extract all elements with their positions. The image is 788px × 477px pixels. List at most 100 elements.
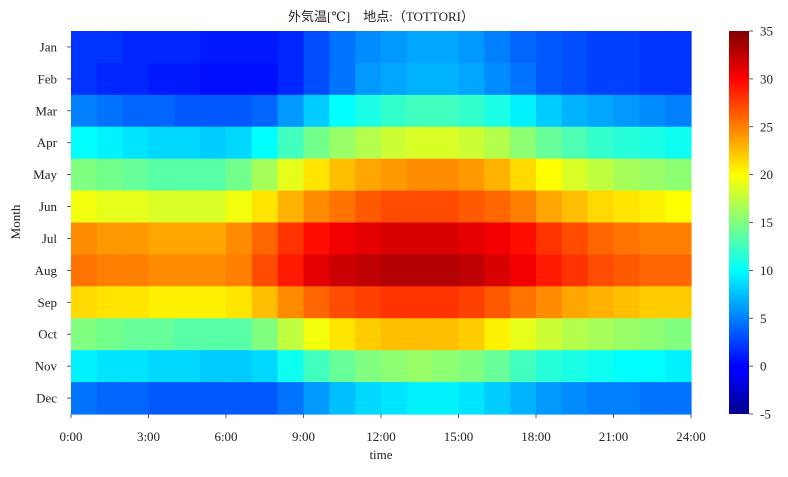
- heatmap-cell: [148, 318, 175, 351]
- heatmap-cell: [200, 350, 227, 383]
- heatmap-cell: [226, 286, 253, 319]
- heatmap-cell: [458, 318, 485, 351]
- heatmap-cell: [329, 62, 356, 96]
- heatmap-cell: [329, 382, 356, 415]
- heatmap-cell: [148, 350, 175, 383]
- heatmap-cell: [432, 382, 460, 415]
- heatmap-cell: [510, 31, 537, 64]
- heatmap-cell: [251, 350, 279, 383]
- heatmap-cell: [277, 94, 305, 128]
- heatmap-cell: [174, 318, 201, 351]
- heatmap-cell: [561, 382, 589, 415]
- heatmap-cell: [381, 31, 408, 64]
- heatmap-cell: [665, 318, 692, 351]
- heatmap-cell: [587, 222, 615, 256]
- heatmap-cell: [510, 94, 537, 128]
- heatmap-cell: [96, 318, 124, 351]
- heatmap-cell: [174, 254, 201, 287]
- heatmap-cell: [639, 286, 666, 319]
- heatmap-cell: [484, 350, 511, 383]
- heatmap-cell: [381, 318, 408, 351]
- y-tick-label: Jan: [40, 39, 58, 54]
- heatmap-cell: [587, 286, 615, 319]
- heatmap-cell: [148, 286, 175, 319]
- heatmap-cell: [484, 190, 511, 224]
- heatmap-cell: [303, 126, 330, 160]
- heatmap-cell: [355, 350, 382, 383]
- heatmap-cell: [226, 62, 253, 96]
- heatmap-cell: [122, 94, 150, 128]
- heatmap-cell: [484, 254, 511, 287]
- heatmap-cell: [71, 222, 98, 256]
- heatmap-cell: [665, 382, 692, 415]
- heatmap-cell: [639, 318, 666, 351]
- heatmap-cell: [561, 350, 589, 383]
- heatmap-cell: [122, 126, 150, 160]
- heatmap-cell: [561, 158, 589, 192]
- heatmap-cell: [303, 382, 330, 415]
- heatmap-cell: [639, 350, 666, 383]
- heatmap-cell: [329, 350, 356, 383]
- heatmap-cell: [613, 190, 640, 224]
- y-tick-label: Jun: [39, 199, 58, 214]
- heatmap-cell: [148, 158, 175, 192]
- heatmap-cell: [484, 94, 511, 128]
- heatmap-cell: [587, 318, 615, 351]
- heatmap-cell: [277, 254, 305, 287]
- heatmap-cell: [613, 158, 640, 192]
- heatmap-cell: [561, 254, 589, 287]
- heatmap-cell: [639, 254, 666, 287]
- heatmap-cell: [303, 94, 330, 128]
- chart-title: 外気温[℃] 地点:（TOTTORI）: [288, 9, 474, 24]
- heatmap-cell: [96, 31, 124, 64]
- heatmap-cell: [665, 190, 692, 224]
- heatmap-cell: [174, 126, 201, 160]
- heatmap-cell: [200, 382, 227, 415]
- heatmap-cell: [510, 350, 537, 383]
- heatmap-cell: [251, 94, 279, 128]
- heatmap-cell: [381, 286, 408, 319]
- heatmap-cell: [96, 254, 124, 287]
- heatmap-cell: [665, 350, 692, 383]
- heatmap-cell: [587, 158, 615, 192]
- heatmap-cell: [226, 222, 253, 256]
- colorbar: [729, 31, 749, 414]
- heatmap-cell: [381, 254, 408, 287]
- heatmap-cell: [484, 31, 511, 64]
- heatmap-cell: [406, 286, 434, 319]
- heatmap-cell: [639, 382, 666, 415]
- heatmap-cell: [122, 318, 150, 351]
- heatmap-cell: [561, 190, 589, 224]
- heatmap-cell: [510, 286, 537, 319]
- heatmap-cell: [277, 190, 305, 224]
- heatmap-cell: [536, 286, 563, 319]
- heatmap-cell: [432, 190, 460, 224]
- heatmap-cell: [71, 31, 98, 64]
- heatmap-cell: [536, 254, 563, 287]
- heatmap-cell: [613, 350, 640, 383]
- heatmap-cell: [458, 190, 485, 224]
- heatmap-cell: [122, 286, 150, 319]
- heatmap-cell: [406, 126, 434, 160]
- heatmap-cell: [536, 190, 563, 224]
- heatmap-cell: [510, 222, 537, 256]
- heatmap-cell: [122, 190, 150, 224]
- heatmap-cell: [432, 94, 460, 128]
- heatmap-cell: [174, 31, 201, 64]
- heatmap-cell: [200, 126, 227, 160]
- heatmap-cell: [226, 318, 253, 351]
- heatmap-cell: [432, 62, 460, 96]
- heatmap-cell: [71, 62, 98, 96]
- heatmap-cell: [484, 286, 511, 319]
- heatmap-cell: [561, 31, 589, 64]
- heatmap-cell: [226, 158, 253, 192]
- heatmap-cell: [458, 31, 485, 64]
- heatmap-cell: [96, 190, 124, 224]
- heatmap-cell: [174, 62, 201, 96]
- heatmap-cell: [122, 254, 150, 287]
- heatmap-cell: [432, 222, 460, 256]
- heatmap-cell: [561, 62, 589, 96]
- heatmap-cell: [587, 190, 615, 224]
- heatmap-cell: [458, 286, 485, 319]
- heatmap-cell: [96, 158, 124, 192]
